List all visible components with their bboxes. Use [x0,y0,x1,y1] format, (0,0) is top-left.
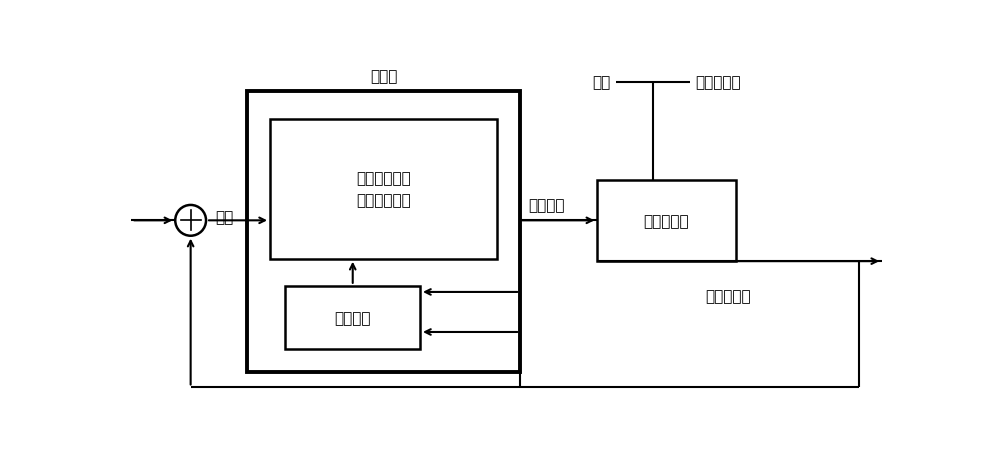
Bar [597,181,736,262]
Text: 位移和速度: 位移和速度 [705,289,751,304]
Text: 输入力矩: 输入力矩 [528,198,564,213]
Text: 动力学模型: 动力学模型 [644,214,689,229]
Text: 基于可变增益
的超螺旋算法: 基于可变增益 的超螺旋算法 [356,171,411,208]
Text: 误差: 误差 [215,210,234,225]
Bar [285,286,420,349]
Bar [270,120,497,259]
Bar [247,92,520,372]
Text: 控制器: 控制器 [370,69,397,84]
Text: 时延估计: 时延估计 [334,310,371,325]
Text: 干扰: 干扰 [592,75,610,90]
Text: 未建模误差: 未建模误差 [695,75,741,90]
